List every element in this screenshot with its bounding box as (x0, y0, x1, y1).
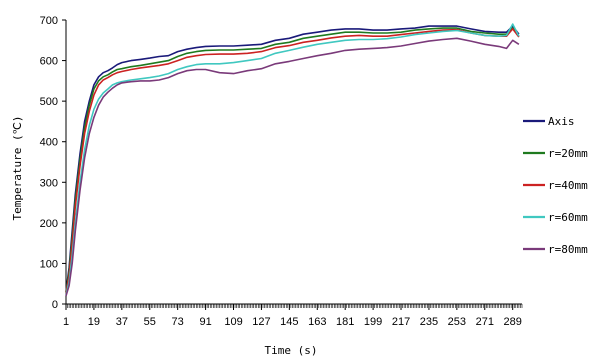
x-axis-title: Time (s) (265, 344, 318, 357)
x-tick-label: 217 (392, 316, 410, 328)
legend-label-2: r=40mm (548, 179, 588, 192)
y-tick-label: 700 (40, 15, 58, 27)
x-tick-label: 19 (88, 316, 100, 328)
series-line-3 (65, 23, 520, 296)
legend-label-4: r=80mm (548, 243, 588, 256)
y-tick-label: 200 (40, 218, 58, 230)
x-tick-label: 91 (199, 316, 211, 328)
y-tick-label: 300 (40, 177, 58, 189)
y-tick-label: 600 (40, 56, 58, 68)
y-axis: 0 100 200 300 400 500 600 700 (40, 15, 67, 311)
x-tick-label: 181 (336, 316, 354, 328)
legend-label-0: Axis (548, 115, 575, 128)
y-tick-label: 100 (40, 258, 58, 270)
x-tick-label: 73 (172, 316, 184, 328)
x-tick-label: 127 (252, 316, 270, 328)
x-tick-label: 37 (116, 316, 128, 328)
series-line-4 (65, 37, 520, 297)
series-line-2 (65, 28, 520, 295)
x-tick-label: 199 (364, 316, 382, 328)
y-tick-label: 400 (40, 137, 58, 149)
x-tick-label: 55 (144, 316, 156, 328)
x-axis: 1 19 37 55 73 91 109 127 145 163 181 199 217 235 253 27… (63, 303, 523, 328)
legend-label-1: r=20mm (548, 147, 588, 160)
x-tick-label: 253 (448, 316, 466, 328)
x-tick-label: 1 (63, 316, 69, 328)
series-lines (65, 23, 520, 297)
x-tick-label: 163 (308, 316, 326, 328)
y-axis-title: Temperature (℃) (11, 115, 24, 220)
legend: Axis r=20mm r=40mm r=60mm r=80mm (523, 115, 588, 256)
y-tick-label: 0 (52, 299, 58, 311)
x-tick-label: 235 (420, 316, 438, 328)
y-tick-label: 500 (40, 96, 58, 108)
x-tick-label: 109 (224, 316, 242, 328)
x-tick-label: 145 (280, 316, 298, 328)
x-tick-label: 271 (476, 316, 494, 328)
legend-label-3: r=60mm (548, 211, 588, 224)
series-line-0 (65, 25, 520, 292)
x-tick-label: 289 (504, 316, 522, 328)
series-line-1 (65, 27, 520, 293)
